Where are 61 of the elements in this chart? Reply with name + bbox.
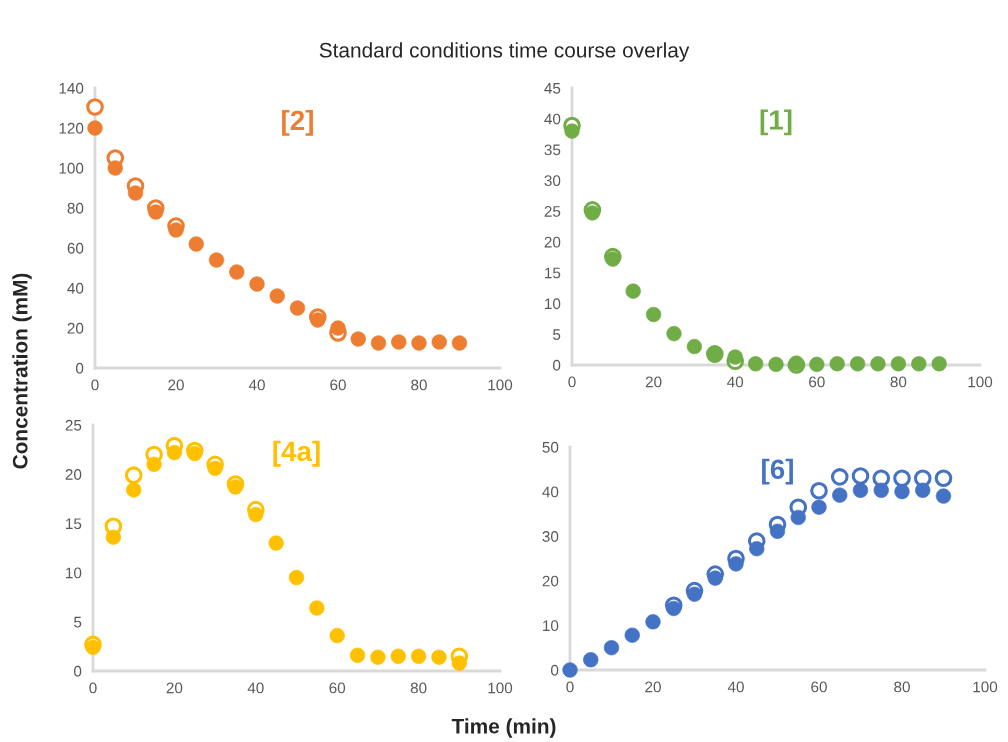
y-tick-label: 50 [542, 441, 559, 453]
y-tick-label: 5 [553, 329, 561, 340]
x-tick-label: 40 [247, 682, 264, 694]
text: [4a] [273, 440, 320, 467]
y-tick-label: 140 [59, 82, 84, 94]
x-tick-label: 40 [727, 376, 744, 388]
y-tick-label: 10 [66, 567, 82, 579]
x-tick-label: 100 [488, 682, 513, 694]
y-tick-label: 20 [544, 236, 561, 248]
x-tick-label: 80 [411, 379, 427, 391]
x-tick-label: 60 [329, 682, 346, 694]
x-tick-label: 100 [973, 681, 998, 693]
chart-subtitle: Standard conditions time course overlay [319, 42, 690, 62]
y-tick-label: 10 [543, 620, 559, 632]
y-tick-label: 25 [544, 205, 561, 217]
y-tick-label: 30 [542, 531, 559, 542]
text: [2] [282, 109, 313, 136]
y-tick-label: 40 [542, 486, 559, 498]
y-tick-label: 120 [59, 122, 84, 134]
y-tick-label: 5 [74, 616, 82, 628]
y-tick-label: 10 [545, 298, 561, 310]
x-tick-label: 80 [410, 682, 427, 694]
x-tick-label: 0 [91, 379, 99, 391]
y-tick-label: 30 [544, 175, 561, 187]
x-tick-label: 20 [168, 379, 184, 391]
y-tick-label: 0 [550, 664, 559, 676]
x-tick-label: 0 [568, 376, 576, 388]
y-tick-label: 25 [65, 419, 82, 431]
x-tick-label: 60 [330, 379, 346, 391]
text: [1] [760, 109, 792, 136]
y-tick-label: 35 [544, 144, 561, 156]
x-tick-label: 60 [809, 376, 825, 388]
x-tick-label: 60 [811, 681, 827, 693]
x-tick-label: 20 [645, 681, 661, 693]
y-tick-label: 15 [545, 267, 561, 279]
x-tick-label: 100 [968, 376, 993, 388]
y-tick-label: 45 [544, 83, 561, 94]
x-tick-label: 0 [89, 682, 97, 694]
x-tick-label: 80 [894, 681, 910, 693]
y-tick-label: 0 [73, 665, 82, 677]
y-tick-label: 20 [67, 322, 84, 334]
y-tick-label: 0 [75, 362, 84, 374]
x-axis-title: Time (min) [451, 718, 556, 738]
y-tick-label: 100 [59, 162, 84, 174]
x-tick-label: 40 [248, 379, 265, 391]
y-tick-label: 20 [65, 469, 82, 480]
y-tick-label: 0 [552, 359, 561, 371]
x-tick-label: 20 [166, 682, 183, 694]
y-tick-label: 15 [66, 518, 82, 530]
x-tick-label: 80 [890, 376, 907, 388]
y-tick-label: 40 [544, 113, 561, 125]
x-tick-label: 100 [488, 379, 513, 391]
y-axis-title: Concentration (mM) [12, 273, 32, 469]
y-tick-label: 60 [67, 242, 84, 254]
x-tick-label: 0 [566, 681, 574, 693]
chart-title: [6] [762, 458, 793, 485]
x-tick-label: 40 [727, 681, 744, 693]
y-tick-label: 40 [67, 282, 84, 294]
x-tick-label: 20 [645, 376, 662, 388]
y-tick-label: 20 [542, 575, 559, 587]
y-tick-label: 80 [67, 202, 84, 214]
